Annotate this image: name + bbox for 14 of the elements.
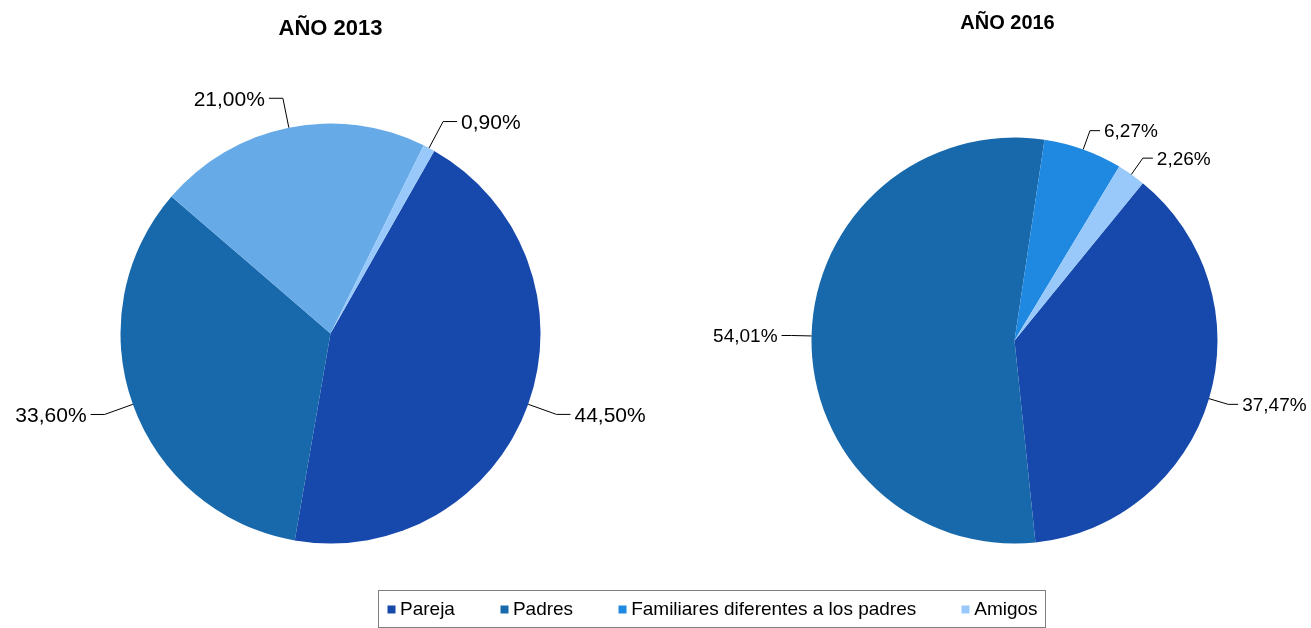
legend-label: Pareja bbox=[400, 598, 455, 620]
legend-label: Familiares diferentes a los padres bbox=[631, 598, 917, 620]
data-label: 37,47% bbox=[1242, 393, 1307, 415]
legend-label: Amigos bbox=[974, 598, 1038, 620]
data-label: 2,26% bbox=[1156, 147, 1211, 169]
data-label: 44,50% bbox=[574, 402, 646, 426]
data-label: 0,90% bbox=[461, 110, 521, 134]
legend-label: Padres bbox=[512, 598, 574, 620]
chart-title: AÑO 2013 bbox=[278, 15, 383, 40]
chart-title: AÑO 2016 bbox=[960, 10, 1055, 33]
data-label: 6,27% bbox=[1103, 120, 1158, 142]
data-label: 54,01% bbox=[713, 324, 778, 346]
data-label: 21,00% bbox=[193, 86, 265, 110]
data-label: 33,60% bbox=[15, 402, 87, 426]
